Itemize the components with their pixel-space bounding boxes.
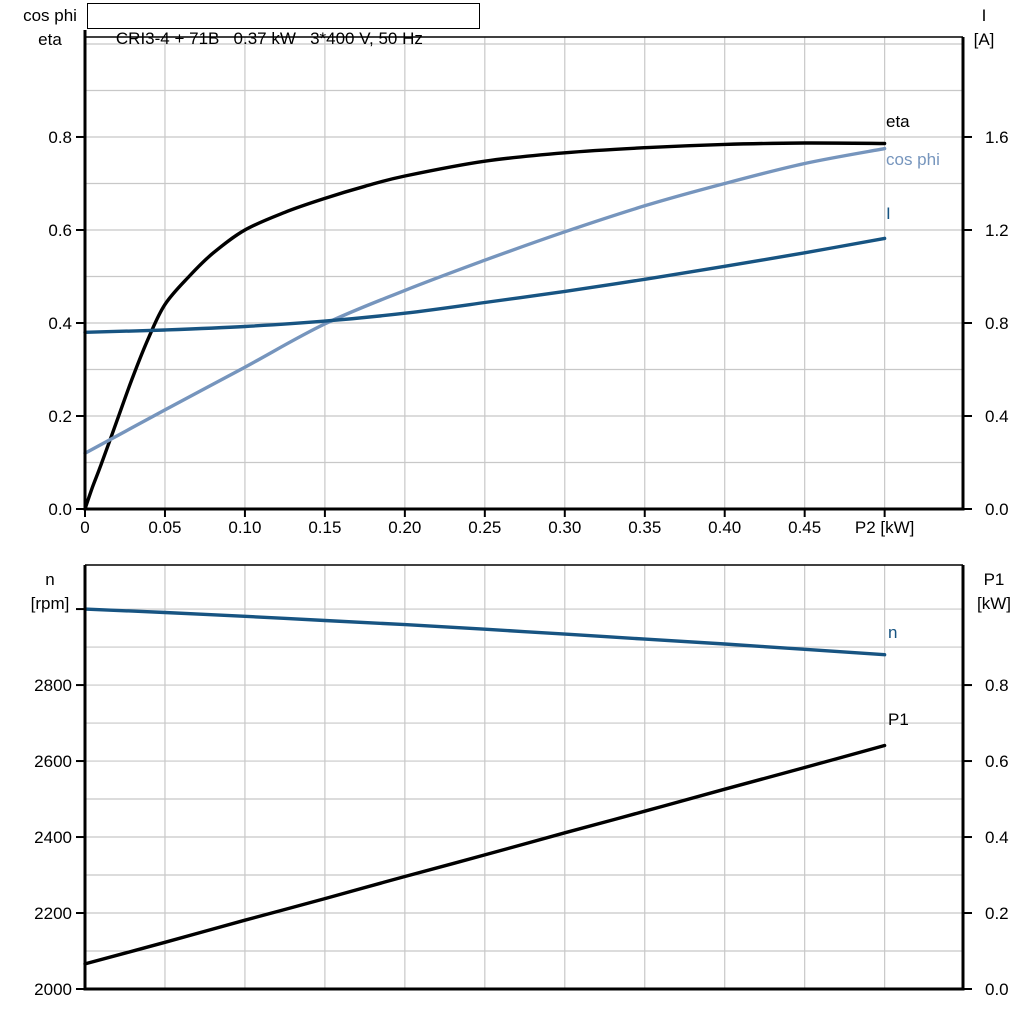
x-tick-label: 0.45 [788, 518, 821, 537]
eta-curve-label: eta [886, 112, 910, 131]
top-right-axis-title: I [A] [963, 4, 1005, 52]
eta-curve [83, 141, 887, 511]
axis-ticks: 0 0.05 0.10 0.15 0.20 0.25 0.30 0.35 0.40 0.45 P2 … [48, 128, 1008, 537]
bottom-left-axis-title: n [rpm] [20, 568, 80, 616]
left-tick-label: 0.6 [48, 221, 72, 240]
speed-curve-label: n [888, 623, 898, 642]
left-tick-label: 0.8 [48, 128, 72, 147]
current-curve-label: I [886, 204, 891, 223]
left-tick-label: 0.0 [48, 500, 72, 519]
x-tick-label: 0.15 [308, 518, 341, 537]
cos-phi-curve-label: cos phi [886, 150, 940, 169]
right-tick-label: 1.6 [985, 128, 1009, 147]
x-tick-label: 0.30 [548, 518, 581, 537]
bottom-right-axis-title: P1 [kW] [970, 568, 1018, 616]
chart-title: CRI3-4 + 71B 0.37 kW 3*400 V, 50 Hz [115, 29, 423, 48]
right-tick-label: 0.6 [985, 752, 1009, 771]
axis-title-line: eta [38, 30, 62, 49]
axis-title-line: cos phi [23, 6, 77, 25]
left-tick-label: 0.2 [48, 407, 72, 426]
left-tick-label: 2000 [34, 980, 72, 999]
right-tick-label: 1.2 [985, 221, 1009, 240]
axis-ticks: 2000 2200 2400 2600 2800 0.0 0.2 0.4 0.6 0.8 [34, 608, 1009, 999]
chart-title-box: CRI3-4 + 71B 0.37 kW 3*400 V, 50 Hz [87, 3, 480, 48]
axis-title-line: I [981, 6, 987, 25]
right-tick-label: 0.4 [985, 828, 1009, 847]
left-tick-label: 2200 [34, 904, 72, 923]
right-tick-label: 0.4 [985, 407, 1009, 426]
speed-power-chart: 2000 2200 2400 2600 2800 0.0 0.2 0.4 0.6 0.8 [34, 564, 1009, 999]
I-curve [83, 236, 887, 334]
top-left-axis-title: cos phi eta [20, 4, 80, 52]
n-curve [83, 607, 887, 657]
axis-title-line: [A] [973, 30, 995, 49]
motor-efficiency-chart: 0 0.05 0.10 0.15 0.20 0.25 0.30 0.35 0.40 0.45 P2 … [48, 30, 1009, 537]
right-tick-label: 0.8 [985, 314, 1009, 333]
left-tick-label: 0.4 [48, 314, 72, 333]
x-tick-label: P2 [kW] [855, 518, 915, 537]
right-tick-label: 0.0 [985, 980, 1009, 999]
axis-title-line: [rpm] [30, 594, 70, 613]
gridlines [85, 37, 963, 509]
axis-title-line: P1 [983, 570, 1005, 589]
axis-title-line: n [45, 570, 55, 589]
x-tick-label: 0 [80, 518, 89, 537]
plot-frame [83, 564, 965, 991]
right-tick-label: 0.8 [985, 676, 1009, 695]
plot-frame [83, 30, 965, 511]
x-tick-label: 0.10 [228, 518, 261, 537]
left-tick-label: 2800 [34, 676, 72, 695]
left-tick-label: 2400 [34, 828, 72, 847]
left-tick-label: 2600 [34, 752, 72, 771]
x-tick-label: 0.25 [468, 518, 501, 537]
x-tick-label: 0.35 [628, 518, 661, 537]
P1-curve [83, 743, 887, 966]
x-tick-label: 0.05 [148, 518, 181, 537]
cos-phi-curve [83, 146, 887, 455]
right-tick-label: 0.0 [985, 500, 1009, 519]
right-tick-label: 0.2 [985, 904, 1009, 923]
x-tick-label: 0.40 [708, 518, 741, 537]
input-power-curve-label: P1 [888, 710, 909, 729]
axis-title-line: [kW] [977, 594, 1011, 613]
gridlines [85, 565, 963, 989]
x-tick-label: 0.20 [388, 518, 421, 537]
